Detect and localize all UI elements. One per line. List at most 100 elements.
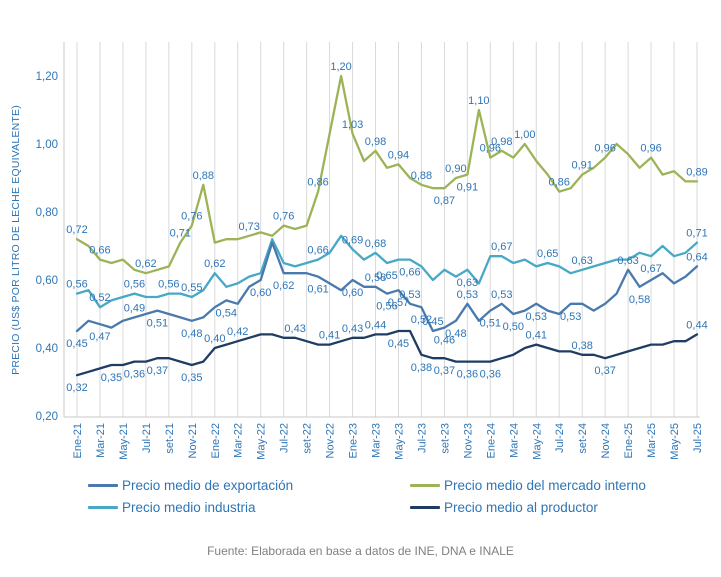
x-tick-label: May-25 bbox=[669, 423, 681, 460]
x-tick-label: May-21 bbox=[118, 423, 130, 460]
data-label: 0,63 bbox=[571, 255, 592, 267]
data-label: 0,49 bbox=[124, 302, 145, 314]
data-label: 0,53 bbox=[399, 289, 420, 301]
data-label: 0,69 bbox=[342, 234, 363, 246]
data-label: 0,36 bbox=[480, 369, 501, 381]
data-label: 0,35 bbox=[101, 372, 122, 384]
legend-item: Precio medio del mercado interno bbox=[410, 478, 721, 493]
data-label: 0,91 bbox=[457, 182, 478, 194]
data-label: 0,44 bbox=[365, 319, 386, 331]
legend-line-swatch bbox=[88, 505, 118, 509]
data-label: 0,66 bbox=[89, 245, 110, 257]
data-label: 0,32 bbox=[66, 382, 87, 394]
legend-line-swatch bbox=[410, 483, 440, 487]
x-tick-label: Ene-23 bbox=[348, 423, 360, 458]
chart-legend: Precio medio de exportación Precio medio … bbox=[88, 474, 721, 518]
data-label: 0,58 bbox=[629, 294, 650, 306]
x-tick-label: May-22 bbox=[256, 423, 268, 460]
data-label: 0,58 bbox=[365, 272, 386, 284]
data-label: 0,90 bbox=[445, 163, 466, 175]
legend-item: Precio medio de exportación bbox=[88, 478, 410, 493]
data-label: 0,96 bbox=[594, 143, 615, 155]
data-label: 0,54 bbox=[216, 307, 237, 319]
data-label: 0,56 bbox=[376, 301, 397, 313]
data-label: 0,96 bbox=[480, 143, 501, 155]
data-label: 0,35 bbox=[181, 372, 202, 384]
data-label: 1,10 bbox=[468, 95, 489, 107]
x-tick-label: Ene-21 bbox=[72, 423, 84, 458]
data-label: 0,65 bbox=[537, 248, 558, 260]
data-label: 0,52 bbox=[411, 314, 432, 326]
data-label: 0,86 bbox=[549, 177, 570, 189]
data-label: 0,37 bbox=[147, 365, 168, 377]
legend-item: Precio medio al productor bbox=[410, 500, 721, 515]
data-label: 0,73 bbox=[239, 221, 260, 233]
data-label: 0,63 bbox=[457, 277, 478, 289]
data-label: 0,56 bbox=[66, 279, 87, 291]
x-tick-label: Jul-24 bbox=[554, 423, 566, 453]
data-label: 0,76 bbox=[273, 211, 294, 223]
data-label: 0,53 bbox=[560, 311, 581, 323]
data-label: 0,56 bbox=[158, 279, 179, 291]
x-tick-label: Nov-21 bbox=[187, 423, 199, 458]
data-label: 0,45 bbox=[422, 316, 443, 328]
data-label: 0,36 bbox=[124, 369, 145, 381]
data-label: 0,41 bbox=[526, 330, 547, 342]
data-label: 0,57 bbox=[388, 297, 409, 309]
data-label: 1,03 bbox=[342, 119, 363, 131]
data-label: 0,63 bbox=[617, 255, 638, 267]
data-label: 0,46 bbox=[434, 335, 455, 347]
series-line bbox=[75, 74, 699, 275]
y-axis-title: PRECIO (US$ POR LITRO DE LECHE EQUIVALEN… bbox=[10, 105, 22, 375]
data-label: 0,60 bbox=[342, 287, 363, 299]
data-label: 0,55 bbox=[181, 282, 202, 294]
data-label: 0,65 bbox=[376, 270, 397, 282]
data-label: 0,76 bbox=[181, 211, 202, 223]
x-tick-label: Mar-23 bbox=[371, 423, 383, 458]
x-tick-label: Ene-22 bbox=[210, 423, 222, 458]
data-label: 0,62 bbox=[204, 258, 225, 270]
y-tick-label: 1,20 bbox=[36, 71, 58, 83]
series-line bbox=[75, 329, 699, 377]
data-label: 0,66 bbox=[399, 267, 420, 279]
x-tick-label: Nov-23 bbox=[462, 423, 474, 458]
data-label: 0,86 bbox=[307, 177, 328, 189]
x-tick-label: Ene-24 bbox=[485, 423, 497, 458]
data-label: 0,64 bbox=[686, 251, 707, 263]
data-label: 0,68 bbox=[365, 238, 386, 250]
data-label: 0,48 bbox=[181, 328, 202, 340]
x-tick-label: Jul-25 bbox=[692, 423, 704, 453]
data-label: 0,42 bbox=[227, 326, 248, 338]
x-tick-label: Nov-24 bbox=[600, 423, 612, 458]
x-tick-label: set-22 bbox=[302, 423, 314, 454]
legend-label: Precio medio industria bbox=[122, 499, 256, 515]
data-label: 0,37 bbox=[434, 365, 455, 377]
data-label: 0,45 bbox=[66, 338, 87, 350]
data-label: 0,45 bbox=[388, 338, 409, 350]
data-label: 0,43 bbox=[342, 323, 363, 335]
data-label: 0,38 bbox=[571, 340, 592, 352]
series-line bbox=[75, 234, 699, 309]
data-label: 0,37 bbox=[594, 365, 615, 377]
data-label: 0,51 bbox=[147, 318, 168, 330]
data-label: 0,94 bbox=[388, 149, 409, 161]
series-line bbox=[75, 241, 699, 333]
data-label: 0,71 bbox=[686, 228, 707, 240]
data-label: 0,52 bbox=[89, 292, 110, 304]
data-label: 0,88 bbox=[193, 170, 214, 182]
data-label: 0,98 bbox=[365, 136, 386, 148]
x-tick-label: Mar-24 bbox=[508, 423, 520, 458]
x-tick-label: Mar-22 bbox=[233, 423, 245, 458]
data-label: 0,53 bbox=[457, 289, 478, 301]
chart-canvas: 1,20 1,00 0,80 0,60 0,40 0,20 PRECIO (US$ POR … bbox=[10, 42, 708, 460]
data-label: 0,62 bbox=[273, 280, 294, 292]
data-label: 0,51 bbox=[480, 318, 501, 330]
data-label: 0,89 bbox=[686, 166, 707, 178]
data-label: 0,67 bbox=[491, 241, 512, 253]
x-tick-label: Nov-22 bbox=[325, 423, 337, 458]
data-label: 0,88 bbox=[411, 170, 432, 182]
y-tick-label: 1,00 bbox=[36, 139, 58, 151]
data-label: 0,67 bbox=[640, 263, 661, 275]
legend-line-swatch bbox=[88, 483, 118, 487]
x-tick-label: set-24 bbox=[577, 423, 589, 454]
